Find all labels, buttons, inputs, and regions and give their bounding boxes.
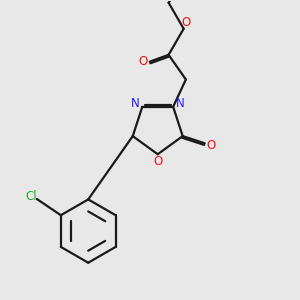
Text: O: O: [153, 155, 162, 168]
Text: O: O: [138, 55, 147, 68]
Text: O: O: [181, 16, 190, 29]
Text: N: N: [176, 97, 184, 110]
Text: Cl: Cl: [25, 190, 37, 203]
Text: N: N: [131, 97, 140, 110]
Text: O: O: [206, 139, 216, 152]
